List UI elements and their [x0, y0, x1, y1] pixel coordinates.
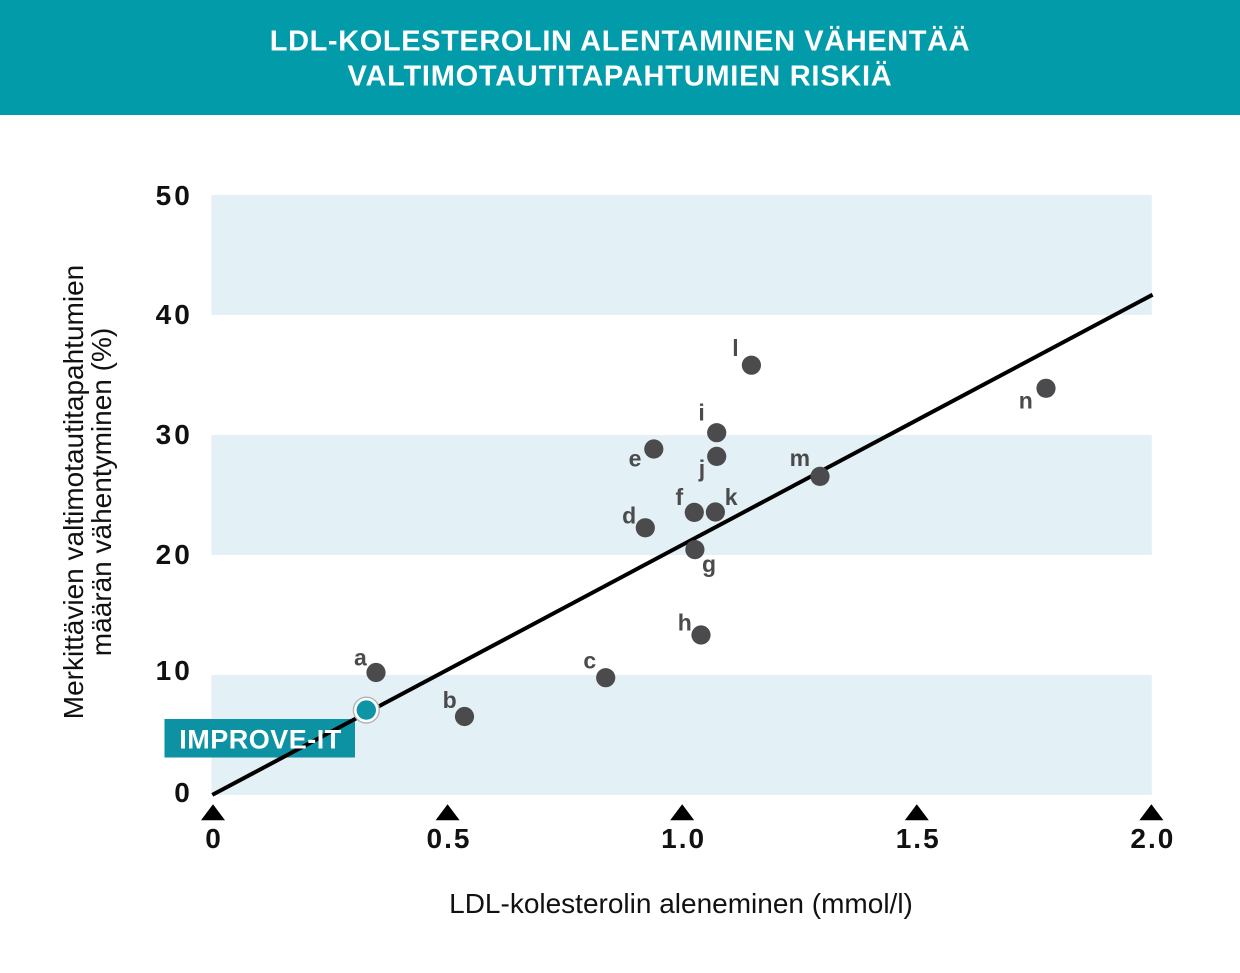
svg-text:määrän vähentyminen (%): määrän vähentyminen (%): [86, 328, 117, 656]
svg-text:m: m: [790, 445, 810, 471]
svg-text:k: k: [725, 484, 738, 510]
svg-text:b: b: [443, 687, 457, 713]
svg-text:j: j: [698, 456, 705, 482]
svg-text:IMPROVE-IT: IMPROVE-IT: [179, 725, 342, 755]
svg-text:l: l: [732, 335, 738, 361]
svg-text:50: 50: [156, 180, 193, 211]
svg-text:0: 0: [174, 777, 193, 808]
svg-text:a: a: [354, 645, 367, 671]
svg-text:1.0: 1.0: [661, 823, 706, 854]
svg-text:30: 30: [156, 419, 193, 450]
svg-text:e: e: [629, 446, 642, 472]
svg-text:20: 20: [156, 539, 193, 570]
svg-text:Merkittävien valtimotautitapah: Merkittävien valtimotautitapahtumien: [58, 265, 89, 719]
svg-text:f: f: [675, 484, 683, 510]
svg-text:1.5: 1.5: [896, 823, 941, 854]
svg-text:d: d: [622, 503, 636, 529]
svg-text:g: g: [702, 551, 716, 577]
svg-text:0.5: 0.5: [427, 823, 472, 854]
svg-text:2.0: 2.0: [1130, 823, 1175, 854]
svg-text:0: 0: [205, 823, 223, 854]
svg-text:i: i: [698, 399, 704, 425]
svg-text:c: c: [583, 648, 596, 674]
svg-text:10: 10: [156, 655, 193, 686]
svg-text:LDL-KOLESTEROLIN ALENTAMINEN V: LDL-KOLESTEROLIN ALENTAMINEN VÄHENTÄÄ: [270, 25, 970, 58]
svg-text:LDL-kolesterolin aleneminen (m: LDL-kolesterolin aleneminen (mmol/l): [449, 888, 913, 919]
svg-text:h: h: [678, 609, 692, 635]
svg-text:VALTIMOTAUTITAPAHTUMIEN RISKIÄ: VALTIMOTAUTITAPAHTUMIEN RISKIÄ: [348, 60, 893, 93]
svg-text:40: 40: [156, 299, 193, 330]
svg-text:n: n: [1019, 387, 1033, 413]
